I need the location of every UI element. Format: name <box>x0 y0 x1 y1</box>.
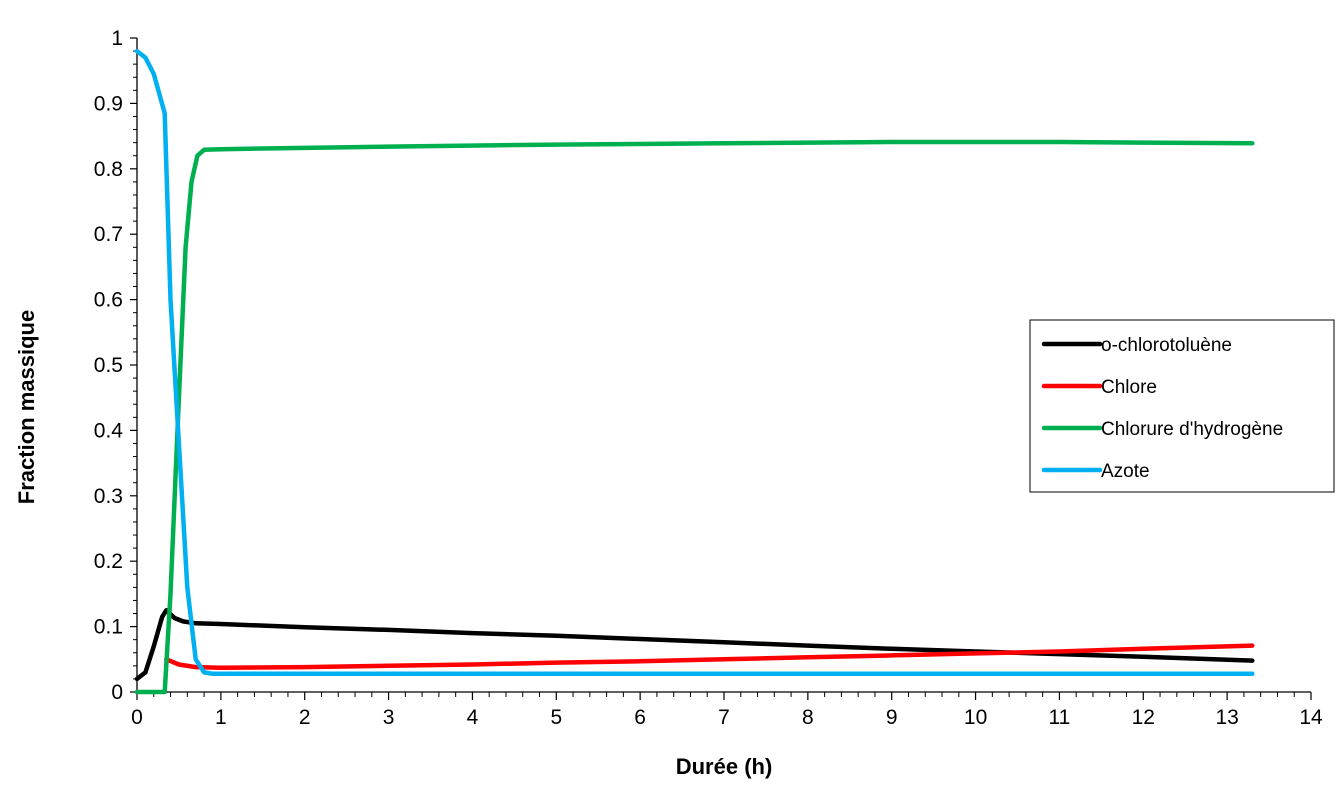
x-tick-label: 4 <box>467 706 479 729</box>
legend-box <box>1029 319 1335 493</box>
x-tick-label: 3 <box>383 706 395 729</box>
x-tick-label: 12 <box>1132 706 1155 729</box>
x-tick-label: 8 <box>802 706 814 729</box>
x-tick-label: 2 <box>299 706 311 729</box>
x-tick-label: 11 <box>1049 706 1071 729</box>
legend-label-0: o-chlorotoluène <box>1101 335 1232 356</box>
axes: 00.10.20.30.40.50.60.70.80.910 1 2 3 4 5 6 7 8 9 1… <box>94 27 1323 729</box>
x-tick-label: 6 <box>634 706 646 729</box>
x-tick-label: 13 <box>1215 706 1238 729</box>
series-line-3 <box>134 48 1255 676</box>
y-tick-label: 0 <box>111 681 123 704</box>
x-tick-label: 10 <box>964 706 987 729</box>
series-line-1 <box>164 643 1255 671</box>
y-tick-label: 0.6 <box>94 289 123 312</box>
legend: o-chlorotoluène Chlore Chlorure d'hydrogèn… <box>1029 319 1335 493</box>
y-axis-title: Fraction massique <box>14 310 39 504</box>
x-tick-label: 7 <box>718 706 730 729</box>
x-axis-title: Durée (h) <box>676 754 773 779</box>
x-tick-label: 1 <box>215 706 227 729</box>
legend-label-1: Chlore <box>1101 377 1157 398</box>
series-layer <box>134 48 1255 695</box>
x-tick-label: 9 <box>886 706 898 729</box>
legend-label-3: Azote <box>1101 461 1150 482</box>
y-tick-label: 0.3 <box>94 485 123 508</box>
y-tick-label: 0.4 <box>94 419 124 442</box>
series-line-2 <box>134 139 1255 695</box>
y-tick-label: 0.8 <box>94 158 123 181</box>
y-tick-label: 0.7 <box>94 223 123 246</box>
y-tick-label: 0.9 <box>94 92 123 115</box>
x-tick-label: 14 <box>1299 706 1323 729</box>
y-tick-label: 0.2 <box>94 550 123 573</box>
y-tick-label: 0.5 <box>94 354 123 377</box>
legend-label-2: Chlorure d'hydrogène <box>1101 419 1283 440</box>
y-tick-label: 1 <box>111 27 123 50</box>
y-tick-label: 0.1 <box>94 616 123 639</box>
x-tick-label: 5 <box>550 706 562 729</box>
series-line-0 <box>134 608 1255 682</box>
x-tick-label: 0 <box>131 706 143 729</box>
